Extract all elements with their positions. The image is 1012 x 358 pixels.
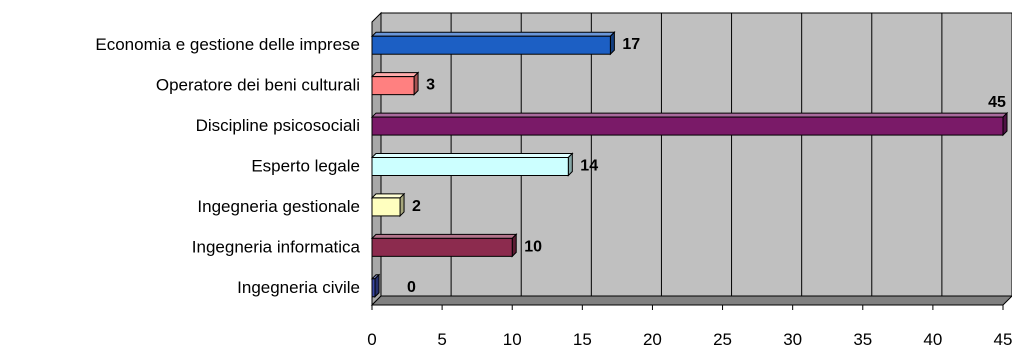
bar-side-face xyxy=(374,273,380,298)
category-label: Ingegneria informatica xyxy=(192,237,361,256)
x-tick-label: 0 xyxy=(367,330,376,349)
bar xyxy=(370,233,518,258)
data-label: 10 xyxy=(524,238,542,255)
bar-top-face xyxy=(370,153,574,158)
bar xyxy=(370,273,381,298)
category-label: Ingegneria civile xyxy=(237,278,360,297)
bar-side-face xyxy=(609,31,615,56)
bar-top-face xyxy=(370,193,406,199)
bar-front-face xyxy=(371,116,1004,136)
x-tick-label: 10 xyxy=(503,330,522,349)
bar-top-face xyxy=(370,112,1009,118)
bar xyxy=(370,71,420,96)
category-label: Esperto legale xyxy=(251,157,360,176)
bar xyxy=(370,31,616,56)
bar-side-face xyxy=(399,192,405,218)
data-label: 17 xyxy=(622,36,640,53)
x-tick-label: 15 xyxy=(573,330,592,349)
bar-front-face xyxy=(371,197,401,217)
data-label: 3 xyxy=(426,77,435,94)
bar-front-face xyxy=(371,237,513,257)
bar xyxy=(370,111,1009,137)
bar-side-face xyxy=(567,152,573,177)
plot-floor-surface xyxy=(370,295,1012,306)
x-tick-label: 45 xyxy=(994,330,1012,349)
x-tick-labels: 0 5 10 15 20 25 30 35 40 45 xyxy=(367,305,1012,349)
bar xyxy=(370,152,574,177)
x-tick-label: 30 xyxy=(783,330,802,349)
bar-front-face xyxy=(371,278,376,298)
x-tick-label: 20 xyxy=(643,330,662,349)
bar-side-face xyxy=(413,71,419,96)
bar-top-face xyxy=(370,233,518,239)
x-tick-label: 25 xyxy=(713,330,732,349)
data-label: 45 xyxy=(988,94,1006,111)
bar-side-face xyxy=(511,233,517,258)
data-label: 14 xyxy=(580,158,598,175)
bars xyxy=(370,31,1009,298)
x-tick-label: 40 xyxy=(923,330,942,349)
data-labels: 17 3 45 14 2 10 0 xyxy=(407,36,1006,296)
x-tick-label: 35 xyxy=(853,330,872,349)
x-tick-label: 5 xyxy=(437,330,446,349)
category-label: Economia e gestione delle imprese xyxy=(95,35,360,54)
category-labels: Economia e gestione delle imprese Operato… xyxy=(95,35,360,297)
category-label: Discipline psicosociali xyxy=(196,116,360,135)
category-label: Ingegneria gestionale xyxy=(197,197,360,216)
data-label: 0 xyxy=(407,279,416,296)
bar-front-face xyxy=(371,157,569,176)
bar-side-face xyxy=(1002,111,1008,137)
bar-front-face xyxy=(371,35,611,55)
bar xyxy=(370,192,406,218)
bar-top-face xyxy=(370,72,420,78)
bar-front-face xyxy=(371,76,415,96)
category-label: Operatore dei beni culturali xyxy=(156,76,360,95)
bar-top-face xyxy=(370,31,616,37)
data-label: 2 xyxy=(412,198,421,215)
